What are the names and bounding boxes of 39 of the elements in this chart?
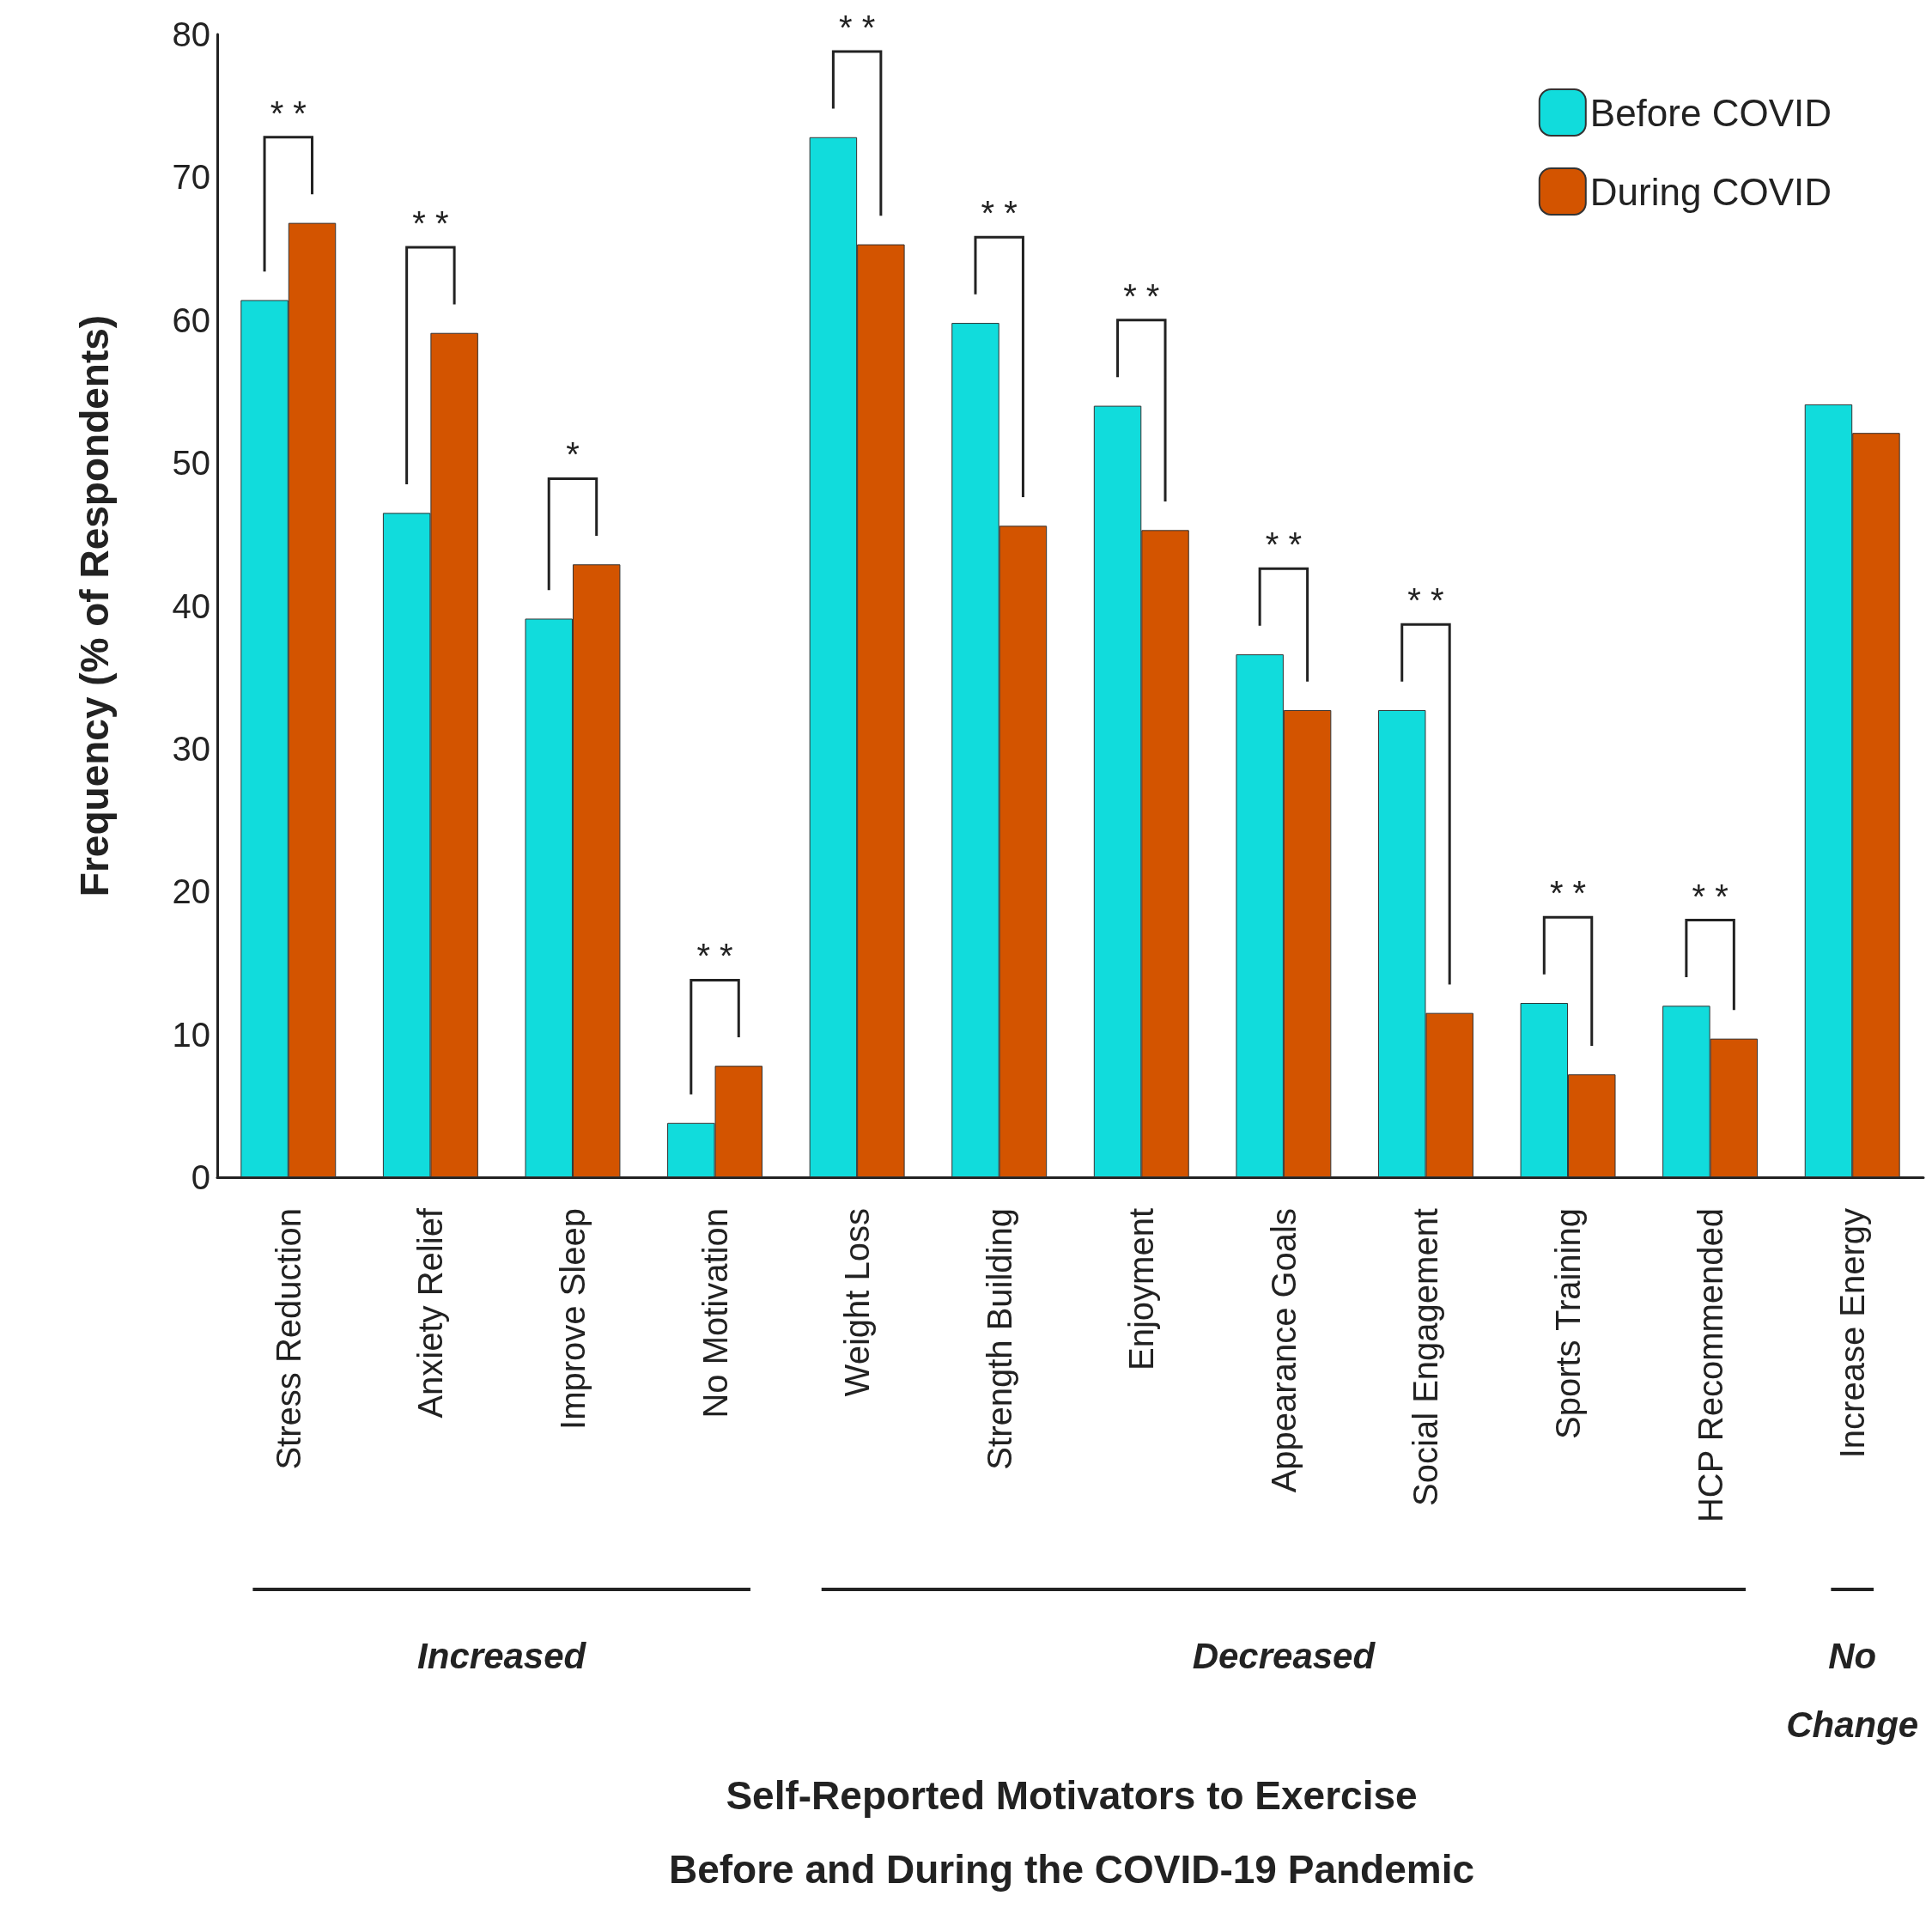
annotation: * * bbox=[839, 8, 876, 46]
x-tick-label: Weight Loss bbox=[838, 1208, 877, 1397]
y-axis-title: Frequency (% of Respondents) bbox=[72, 314, 117, 897]
x-tick-label: HCP Recommended bbox=[1691, 1208, 1729, 1523]
text: Increased bbox=[417, 1635, 587, 1676]
x-tick-label: Strength Building bbox=[980, 1208, 1018, 1470]
annotation: * * bbox=[1692, 877, 1728, 915]
legend-label: Before COVID bbox=[1589, 91, 1832, 134]
x-tick-label: Improve Sleep bbox=[553, 1208, 592, 1430]
annotation: * * bbox=[1407, 581, 1444, 620]
y-tick-label: 30 bbox=[172, 729, 210, 768]
legend-label: During COVID bbox=[1589, 170, 1832, 213]
x-tick-label: No Motivation bbox=[696, 1208, 734, 1419]
x-tick-label: Sports Training bbox=[1549, 1208, 1588, 1440]
y-tick-label: 50 bbox=[172, 444, 210, 483]
y-tick-label: 80 bbox=[172, 15, 210, 53]
annotation: * * bbox=[412, 204, 449, 242]
annotation: * * bbox=[696, 937, 733, 975]
annotation: * * bbox=[1265, 526, 1302, 564]
y-tick-label: 70 bbox=[172, 158, 210, 197]
y-tick-label: 10 bbox=[172, 1015, 210, 1054]
x-tick-label: Stress Reduction bbox=[269, 1208, 307, 1470]
text: Decreased bbox=[1192, 1635, 1376, 1676]
text: Self-Reported Motivators to Exercise Before and During the COVID-19 Pandemic bbox=[668, 1773, 1475, 1892]
y-tick-label: 60 bbox=[172, 301, 210, 339]
x-tick-label: Increase Energy bbox=[1833, 1208, 1872, 1459]
x-tick-label: Appearance Goals bbox=[1264, 1208, 1303, 1493]
annotation: * * bbox=[1123, 276, 1160, 315]
text: No Change bbox=[1786, 1635, 1919, 1745]
annotation: * bbox=[566, 435, 580, 474]
x-tick-label: Social Engagement bbox=[1406, 1208, 1445, 1506]
y-tick-label: 20 bbox=[172, 872, 210, 911]
y-tick-label: 0 bbox=[191, 1158, 210, 1196]
x-tick-label: Enjoyment bbox=[1122, 1208, 1161, 1370]
x-tick-label: Anxiety Relief bbox=[411, 1207, 450, 1419]
y-tick-label: 40 bbox=[172, 586, 210, 625]
annotation: * * bbox=[981, 194, 1018, 233]
annotation: * * bbox=[1549, 874, 1587, 913]
annotation: * * bbox=[270, 94, 307, 132]
